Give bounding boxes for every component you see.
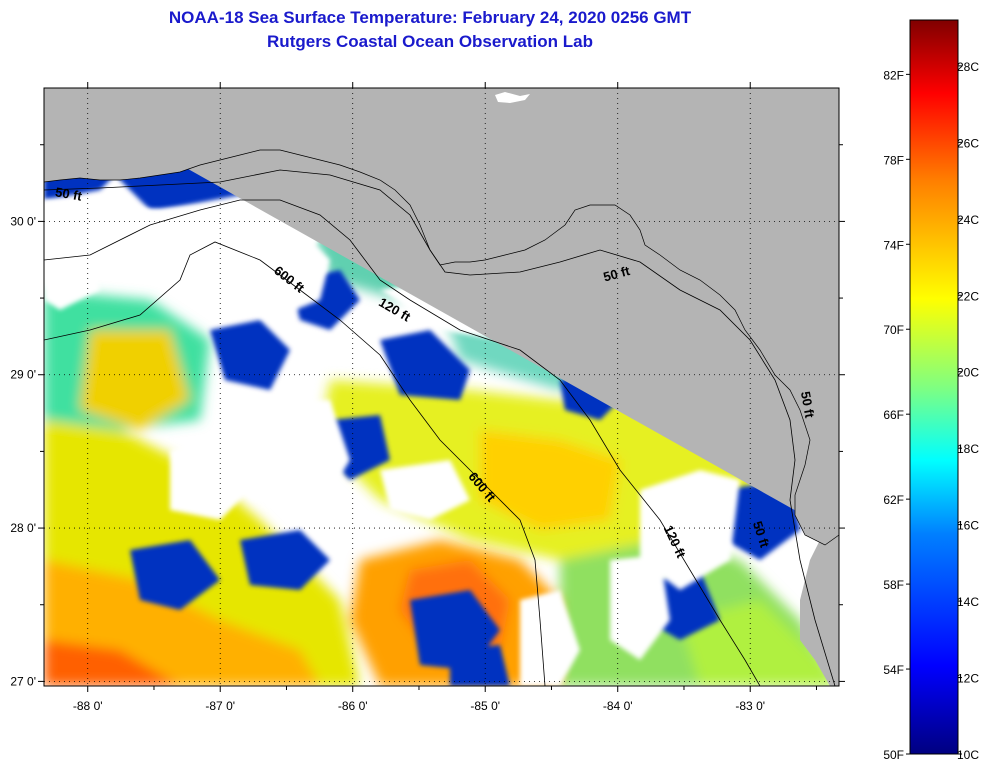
- colorbar-label-c: 10C: [957, 748, 979, 762]
- colorbar-label-f: 58F: [883, 578, 904, 592]
- colorbar-label-c: 12C: [957, 672, 979, 686]
- colorbar-label-c: 28C: [957, 60, 979, 74]
- lon-tick-label: -88 0': [73, 699, 103, 713]
- land-mass: [44, 88, 839, 686]
- contour-600ft: [44, 241, 546, 686]
- lat-tick-label: 27 0': [10, 674, 36, 688]
- map-subtitle: Rutgers Coastal Ocean Observation Lab: [267, 32, 593, 51]
- lon-tick-label: -87 0': [205, 699, 235, 713]
- colorbar-label-f: 62F: [883, 493, 904, 507]
- sst-field: [44, 88, 839, 686]
- colorbar-label-c: 18C: [957, 442, 979, 456]
- colorbar-label-c: 20C: [957, 366, 979, 380]
- colorbar-label-f: 50F: [883, 748, 904, 762]
- coastline-land: [44, 88, 839, 546]
- contour-120ft: [44, 199, 761, 686]
- contour-label: 50 ft: [602, 263, 632, 285]
- lat-tick-label: 30 0': [10, 214, 36, 228]
- colorbar-label-f: 82F: [883, 68, 904, 82]
- colorbar-label-f: 66F: [883, 408, 904, 422]
- colorbar-label-c: 14C: [957, 595, 979, 609]
- lat-tick-label: 29 0': [10, 368, 36, 382]
- map-title: NOAA-18 Sea Surface Temperature: Februar…: [168, 8, 692, 27]
- contour-50ft: [44, 169, 836, 686]
- colorbar-labels: 28C 26C 24C 22C 20C 18C 16C 14C 12C 10C 82F 78F 74F 7…: [883, 60, 979, 762]
- contour-label: 50 ft: [798, 390, 818, 420]
- lon-tick-label: -85 0': [470, 699, 500, 713]
- colorbar-label-f: 74F: [883, 238, 904, 252]
- colorbar-label-f: 70F: [883, 323, 904, 337]
- colorbar-label-c: 16C: [957, 519, 979, 533]
- lon-tick-label: -84 0': [603, 699, 633, 713]
- depth-contours: [44, 169, 836, 686]
- colorbar-label-c: 22C: [957, 289, 979, 303]
- map-border: [43, 87, 840, 687]
- axis-ticks: -88 0' -87 0' -86 0' -85 0' -84 0' -83 0' 30 0…: [10, 82, 845, 713]
- lon-tick-label: -83 0': [735, 699, 765, 713]
- contour-label: 50 ft: [54, 184, 84, 204]
- colorbar-label-f: 78F: [883, 153, 904, 167]
- colorbar-label-c: 24C: [957, 213, 979, 227]
- lat-tick-label: 28 0': [10, 521, 36, 535]
- colorbar-label-f: 54F: [883, 663, 904, 677]
- colorbar: [909, 19, 959, 755]
- lon-tick-label: -86 0': [338, 699, 368, 713]
- colorbar-label-c: 26C: [957, 136, 979, 150]
